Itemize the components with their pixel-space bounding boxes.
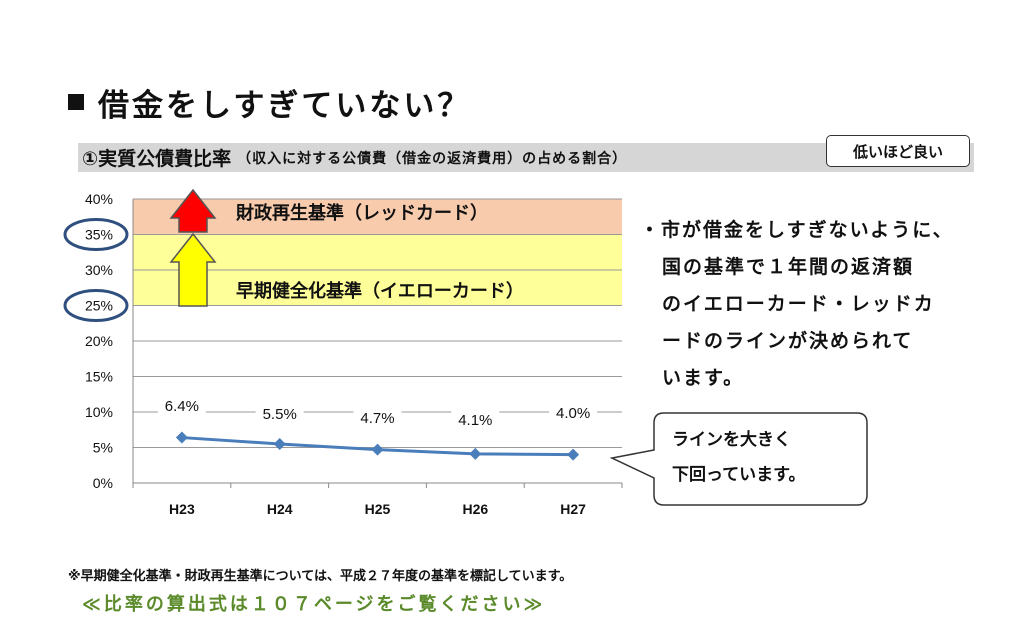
data-label-bg (549, 403, 598, 423)
y-tick-label: 20% (85, 333, 113, 349)
y-tick-label: 10% (85, 404, 113, 420)
footnote: ※早期健全化基準・財政再生基準については、平成２７年度の基準を標記しています。 (68, 569, 573, 584)
x-tick-label: H24 (267, 501, 293, 517)
data-label-bg (255, 404, 304, 424)
note-line: 国の基準で１年間の返済額 (662, 256, 915, 278)
subhead-description: （収入に対する公債費（借金の返済費用）の占める割合） (237, 150, 628, 167)
data-label: 4.0% (556, 405, 590, 422)
explanation-note: ・市が借金をしすぎないように、 国の基準で１年間の返済額 のイエローカード・レッ… (640, 212, 970, 397)
y-tick-label: 30% (85, 262, 113, 278)
subhead-bar: ①実質公債費比率 （収入に対する公債費（借金の返済費用）の占める割合） (78, 143, 974, 172)
callout-bubble (609, 412, 868, 506)
bullet-square-icon (68, 94, 84, 110)
subhead-main: ①実質公債費比率 (82, 148, 232, 170)
x-tick-label: H25 (365, 501, 391, 517)
data-label: 4.7% (360, 410, 394, 427)
data-label-bg (157, 396, 206, 416)
note-line: います。 (662, 367, 745, 389)
data-label: 5.5% (263, 406, 297, 423)
y-tick-label: 40% (85, 191, 113, 207)
x-tick-label: H27 (560, 501, 586, 517)
highlight-circle (63, 289, 129, 322)
y-tick-label: 15% (85, 369, 113, 385)
page-title: 借金をしすぎていない？ (68, 82, 472, 124)
lower-is-better-badge: 低いほど良い (826, 135, 970, 167)
data-label: 4.1% (458, 412, 492, 429)
page-reference: ≪比率の算出式は１０７ページをご覧ください≫ (82, 594, 546, 615)
yellow-band-label: 早期健全化基準（イエローカード） (236, 280, 524, 302)
y-tick-label: 35% (85, 227, 113, 243)
y-tick-label: 0% (93, 475, 113, 491)
data-label-bg (353, 408, 402, 428)
note-line: のイエローカード・レッドカ (662, 293, 935, 315)
yellow-arrow-icon (169, 232, 217, 307)
red-arrow-icon (169, 188, 217, 233)
callout-text: 下回っています。 (672, 465, 805, 485)
y-tick-label: 25% (85, 298, 113, 314)
x-tick-label: H23 (169, 501, 195, 517)
data-label: 6.4% (165, 398, 199, 415)
highlight-circle (63, 218, 129, 251)
note-line: ・市が借金をしすぎないように、 (640, 219, 954, 241)
data-point (567, 448, 580, 461)
data-point (371, 443, 384, 456)
data-point (469, 447, 482, 460)
x-tick-label: H26 (462, 501, 488, 517)
note-line: ードのラインが決められて (662, 330, 914, 352)
callout-text: ラインを大きく (672, 429, 791, 450)
red-band-label: 財政再生基準（レッドカード） (236, 202, 488, 224)
y-tick-label: 5% (93, 440, 113, 456)
title-text: 借金をしすぎていない？ (98, 87, 472, 124)
data-point (175, 431, 188, 444)
data-point (273, 437, 286, 450)
data-label-bg (451, 410, 500, 430)
